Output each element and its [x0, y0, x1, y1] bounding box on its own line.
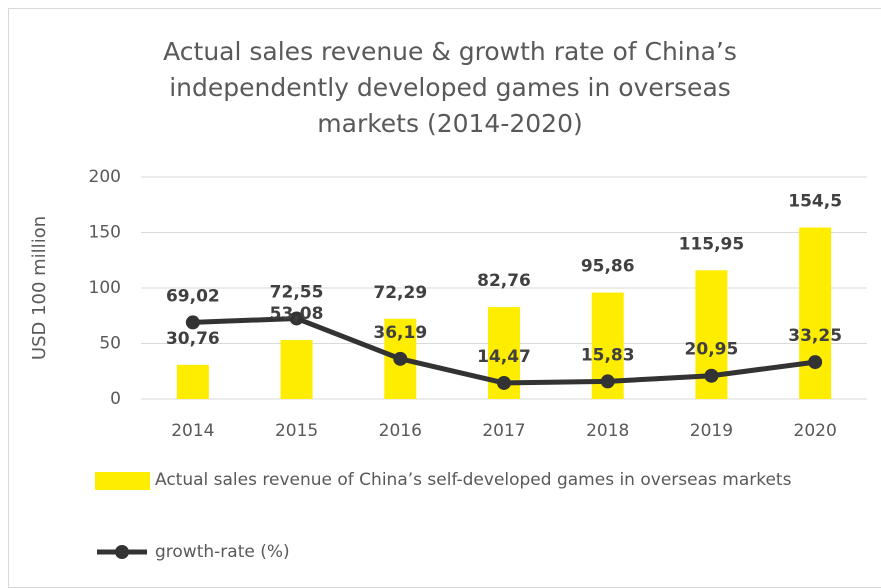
- legend-marker: [115, 545, 129, 559]
- data-label: 72,29: [373, 283, 427, 303]
- bar: [799, 227, 832, 399]
- data-label: 33,25: [788, 326, 842, 346]
- chart-title: Actual sales revenue & growth rate of Ch…: [163, 37, 737, 138]
- data-label: 115,95: [679, 234, 745, 254]
- y-tick-label: 200: [89, 167, 121, 187]
- x-tick-label: 2016: [379, 421, 422, 441]
- x-tick-label: 2017: [482, 421, 525, 441]
- bar: [176, 364, 209, 399]
- data-label: 72,55: [270, 282, 324, 302]
- line-point: [289, 311, 304, 326]
- y-tick-label: 150: [89, 223, 121, 243]
- line-point: [704, 368, 719, 383]
- y-tick-label: 50: [99, 334, 121, 354]
- line-point: [393, 351, 408, 366]
- line-point: [185, 315, 200, 330]
- data-label: 69,02: [166, 286, 220, 306]
- legend-swatch: [95, 472, 150, 490]
- line-point: [497, 375, 511, 390]
- legend-label: Actual sales revenue of China’s self-dev…: [155, 470, 792, 490]
- data-label: 36,19: [373, 323, 427, 343]
- legend-label: growth-rate (%): [155, 542, 290, 562]
- data-label: 15,83: [581, 345, 635, 365]
- line-point: [600, 374, 615, 389]
- x-tick-label: 2018: [586, 421, 629, 441]
- data-label: 20,95: [685, 340, 739, 360]
- bar: [280, 340, 313, 399]
- data-label: 154,5: [788, 192, 842, 212]
- line-point: [808, 355, 823, 370]
- y-tick-label: 0: [110, 389, 121, 409]
- y-tick-label: 100: [89, 278, 121, 298]
- data-label: 95,86: [581, 257, 635, 277]
- x-tick-label: 2019: [690, 421, 733, 441]
- data-label: 53,08: [270, 304, 324, 324]
- data-label: 30,76: [166, 329, 220, 349]
- y-axis-label: USD 100 million: [29, 216, 50, 360]
- x-tick-label: 2020: [794, 421, 837, 441]
- data-label: 14,47: [477, 347, 531, 367]
- data-label: 82,76: [477, 271, 531, 291]
- x-tick-label: 2014: [171, 421, 214, 441]
- x-tick-label: 2015: [275, 421, 318, 441]
